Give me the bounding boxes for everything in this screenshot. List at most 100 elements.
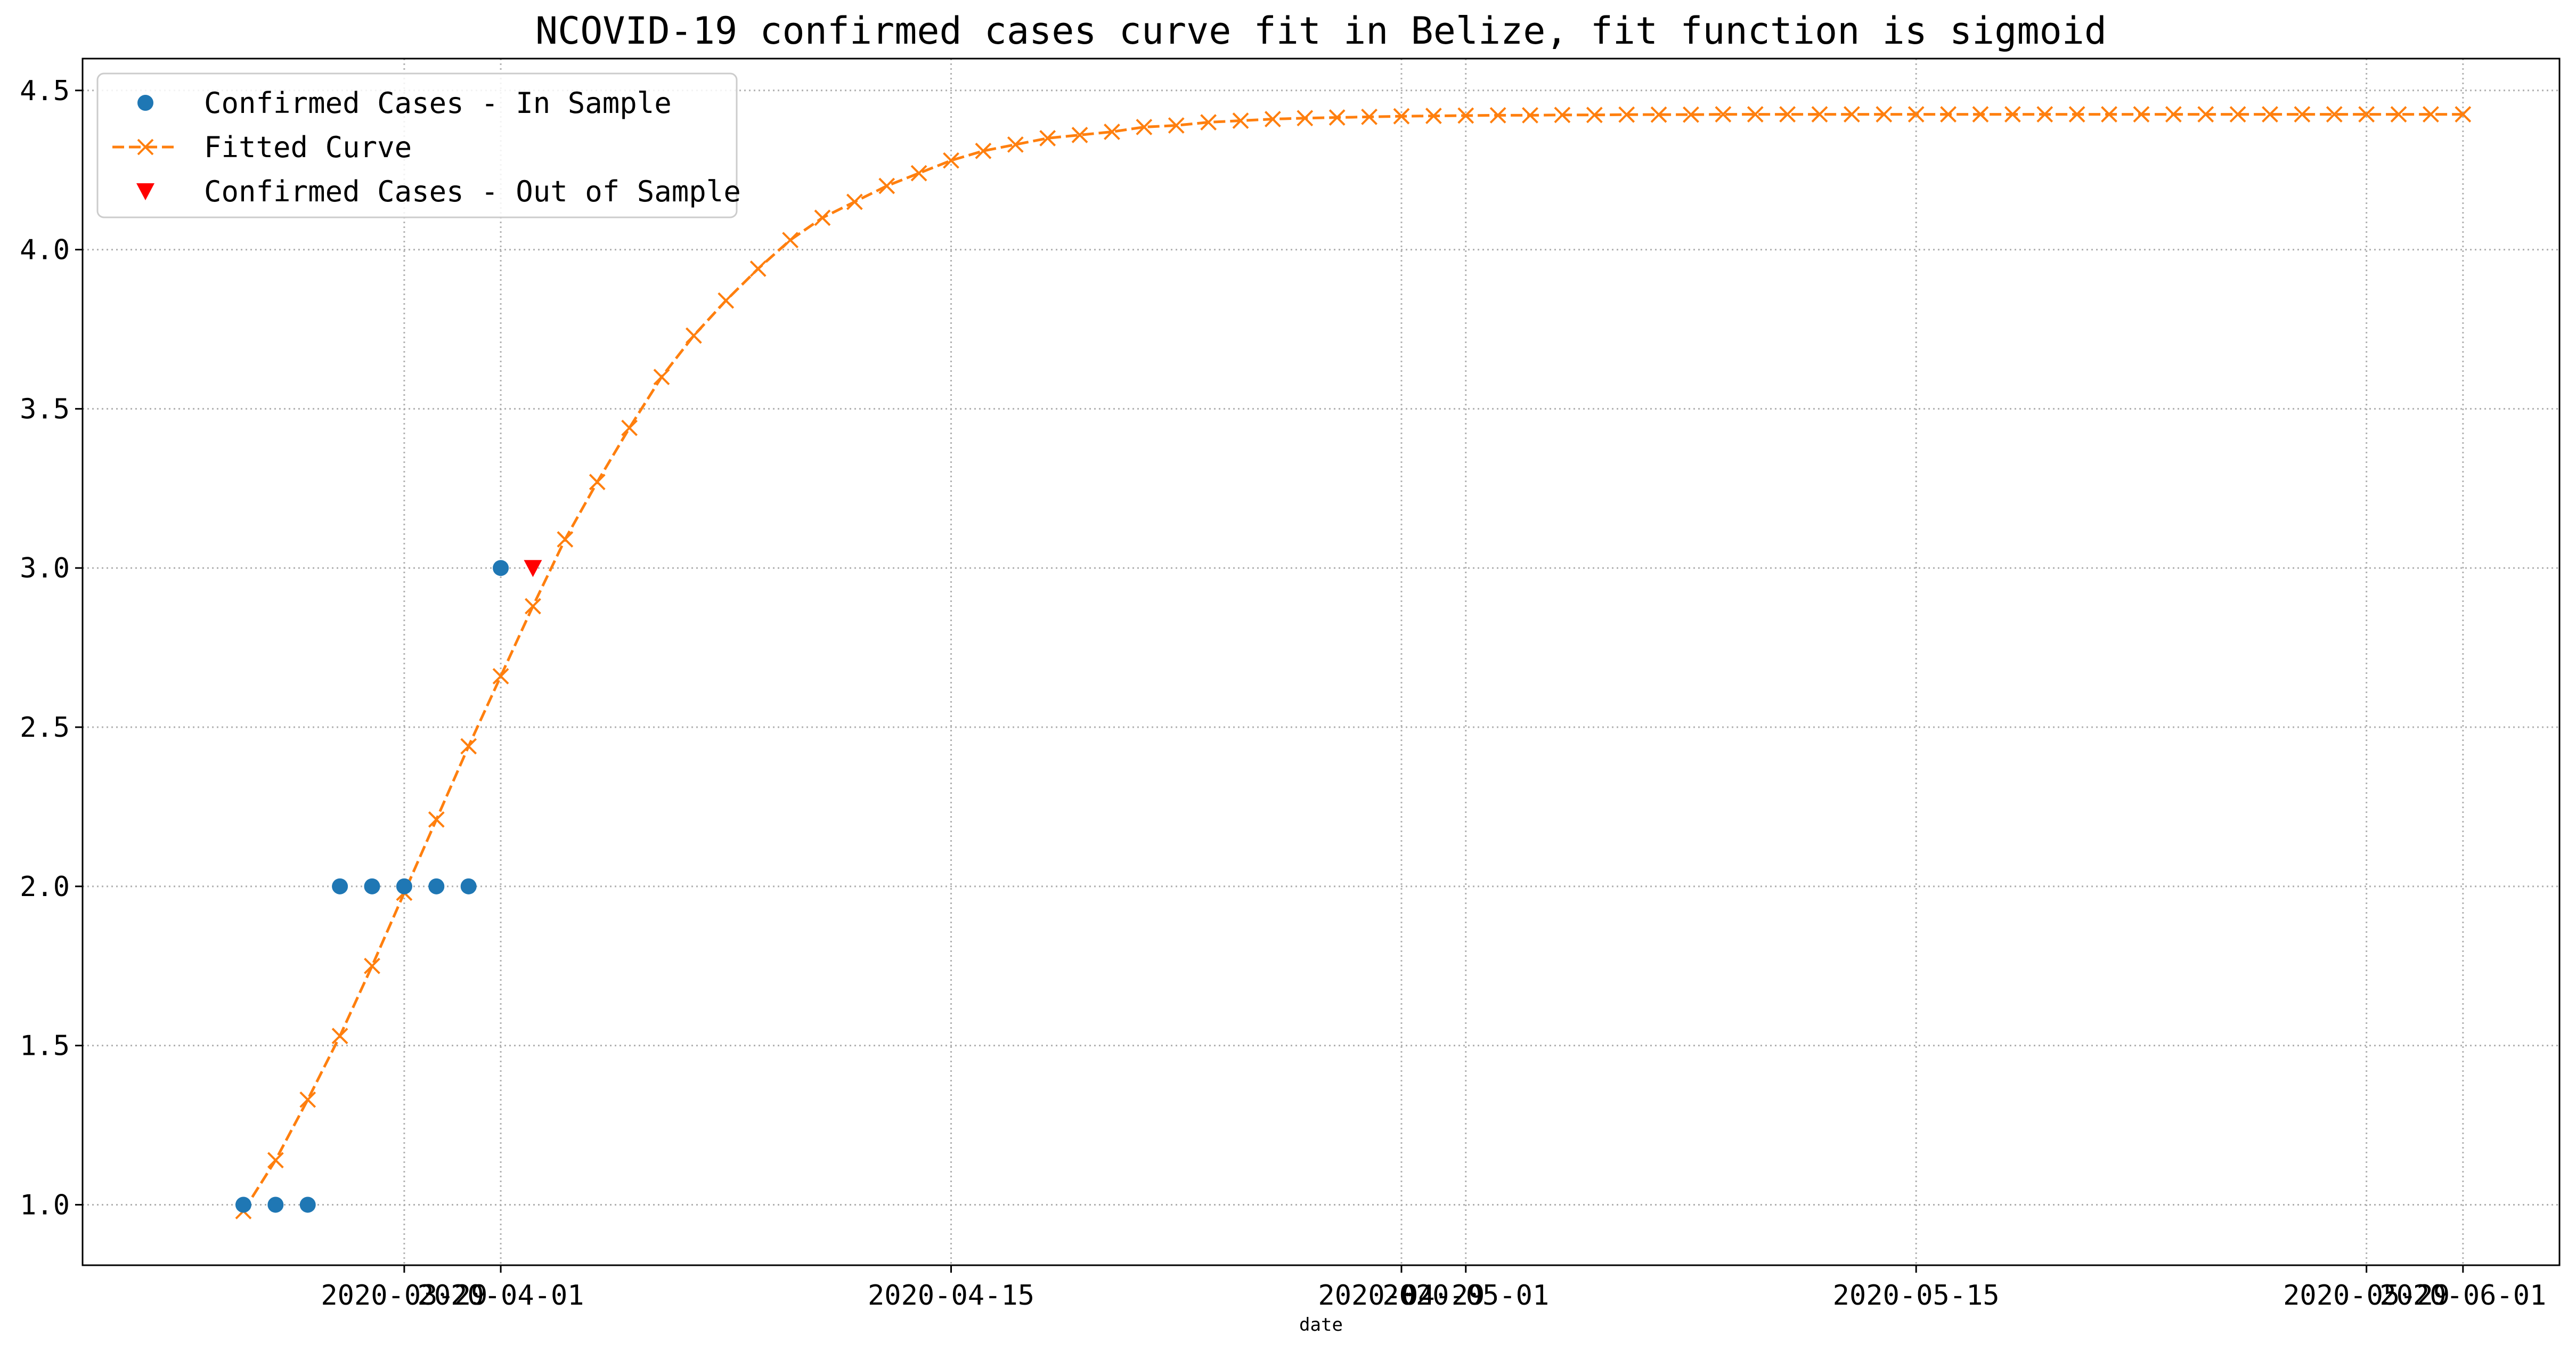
fitted-curve-point xyxy=(1168,117,1185,134)
fitted-curve-point xyxy=(846,193,863,210)
fitted-curve-point xyxy=(1039,129,1056,147)
fitted-curve-point xyxy=(2455,106,2472,123)
in-sample-point xyxy=(267,1197,284,1213)
legend-label: Fitted Curve xyxy=(204,131,412,164)
fitted-curve-point xyxy=(814,209,831,226)
fitted-curve-point xyxy=(910,165,927,182)
fitted-curve-point xyxy=(1811,106,1828,123)
in-sample-point xyxy=(235,1197,251,1213)
fitted-curve-point xyxy=(1457,107,1474,124)
fitted-curve-point xyxy=(1844,106,1860,123)
legend: Confirmed Cases - In Sample Fitted Curve C… xyxy=(96,72,741,218)
fitted-curve-point xyxy=(1007,136,1024,153)
fitted-curve-point xyxy=(1489,107,1506,124)
fitted-curve-point xyxy=(557,531,574,548)
fitted-curve-point xyxy=(878,177,895,194)
fitted-curve-point xyxy=(2262,106,2278,123)
in-sample-point xyxy=(460,878,477,894)
fitted-curve-point xyxy=(589,474,606,491)
fitted-curve-point xyxy=(1361,108,1377,125)
in-sample-point xyxy=(493,560,509,576)
fitted-curve-point xyxy=(1425,108,1442,124)
y-tick-label: 1.0 xyxy=(20,1189,70,1221)
in-sample-point xyxy=(332,878,348,894)
fitted-curve-point xyxy=(267,1152,284,1169)
plot-area xyxy=(235,106,2472,1219)
fitted-curve-point xyxy=(364,957,380,974)
fitted-curve-point xyxy=(2294,106,2311,123)
axes-frame xyxy=(81,58,2561,1266)
fitted-curve-point xyxy=(1136,119,1153,135)
fitted-curve-point xyxy=(1940,106,1957,123)
legend-handle-fitted-marker xyxy=(137,139,154,156)
legend-handle-out-of-sample xyxy=(136,183,154,200)
y-tick-label: 4.5 xyxy=(20,75,70,107)
fitted-curve-point xyxy=(749,261,767,277)
y-tick-label: 3.5 xyxy=(20,393,70,425)
y-tick-label: 3.0 xyxy=(20,552,70,584)
out-of-sample-point xyxy=(524,560,542,577)
x-tick-label: 2020-03-29 xyxy=(321,1280,487,1312)
fitted-curve-point xyxy=(331,1028,348,1045)
x-tick-label: 2020-04-29 xyxy=(1318,1280,1485,1312)
fitted-curve-point xyxy=(1393,108,1410,125)
fitted-curve-point xyxy=(2133,106,2150,123)
in-sample-point xyxy=(428,878,445,894)
fitted-curve-point xyxy=(2390,106,2407,123)
fitted-curve-point xyxy=(1071,127,1088,143)
x-tick-label: 2020-06-01 xyxy=(2379,1280,2546,1312)
fitted-curve-point xyxy=(1200,114,1217,131)
fitted-curve-point xyxy=(782,232,798,249)
fitted-curve-point xyxy=(718,292,735,309)
fitted-curve-point xyxy=(685,327,702,344)
fitted-curve-point xyxy=(1650,106,1667,123)
x-tick-label: 2020-05-29 xyxy=(2283,1280,2450,1312)
fitted-curve-point xyxy=(2326,106,2343,123)
fitted-curve-point xyxy=(1618,106,1635,123)
fitted-curve-point xyxy=(653,369,670,386)
fitted-curve-point xyxy=(1232,112,1249,129)
fitted-curve-point xyxy=(975,142,992,159)
y-tick-label: 2.5 xyxy=(20,712,70,744)
fitted-curve-point xyxy=(1683,106,1699,123)
x-tick-label: 2020-04-01 xyxy=(418,1280,584,1312)
legend-label: Confirmed Cases - Out of Sample xyxy=(204,175,741,208)
in-sample-point xyxy=(364,878,380,894)
fitted-curve-point xyxy=(1104,124,1120,140)
in-sample-point xyxy=(396,878,412,894)
fitted-curve-point xyxy=(1907,106,1925,123)
legend-handle-in-sample xyxy=(137,95,153,111)
y-tick-label: 2.0 xyxy=(20,871,70,903)
fitted-curve-line xyxy=(242,113,2463,1212)
fitted-curve-point xyxy=(2165,106,2182,123)
fitted-curve-point xyxy=(621,419,638,436)
fitted-curve-point xyxy=(1779,106,1796,123)
fitted-curve-point xyxy=(299,1091,316,1108)
legend-label: Confirmed Cases - In Sample xyxy=(204,86,672,120)
fitted-curve-point xyxy=(2229,106,2246,123)
fitted-curve-point xyxy=(525,598,541,615)
fitted-curve-point xyxy=(2004,106,2021,123)
y-tick-label: 4.0 xyxy=(20,234,70,266)
x-tick-label: 2020-05-01 xyxy=(1382,1280,1549,1312)
fitted-curve-point xyxy=(1747,106,1764,123)
fitted-curve-point xyxy=(1554,107,1571,124)
fitted-curve-point xyxy=(2036,106,2053,123)
fitted-curve-point xyxy=(2197,106,2214,123)
y-axis: 1.0 1.5 2.0 2.5 3.0 3.5 4.0 4.5 xyxy=(20,75,83,1221)
fitted-curve-point xyxy=(2068,106,2085,123)
fitted-curve-point xyxy=(1715,106,1732,123)
fitted-curve-point xyxy=(1265,111,1281,127)
fitted-curve-point xyxy=(428,811,445,828)
fitted-curve-point xyxy=(1297,110,1314,127)
fitted-curve-point xyxy=(2358,106,2375,123)
fitted-curve-point xyxy=(492,668,509,685)
fitted-curve-point xyxy=(943,152,959,169)
fitted-curve-point xyxy=(1586,107,1603,124)
fitted-curve-point xyxy=(1328,109,1346,126)
x-tick-label: 2020-05-15 xyxy=(1833,1280,2000,1312)
fitted-curve-point xyxy=(1972,106,1989,123)
fitted-curve-point xyxy=(460,738,477,755)
